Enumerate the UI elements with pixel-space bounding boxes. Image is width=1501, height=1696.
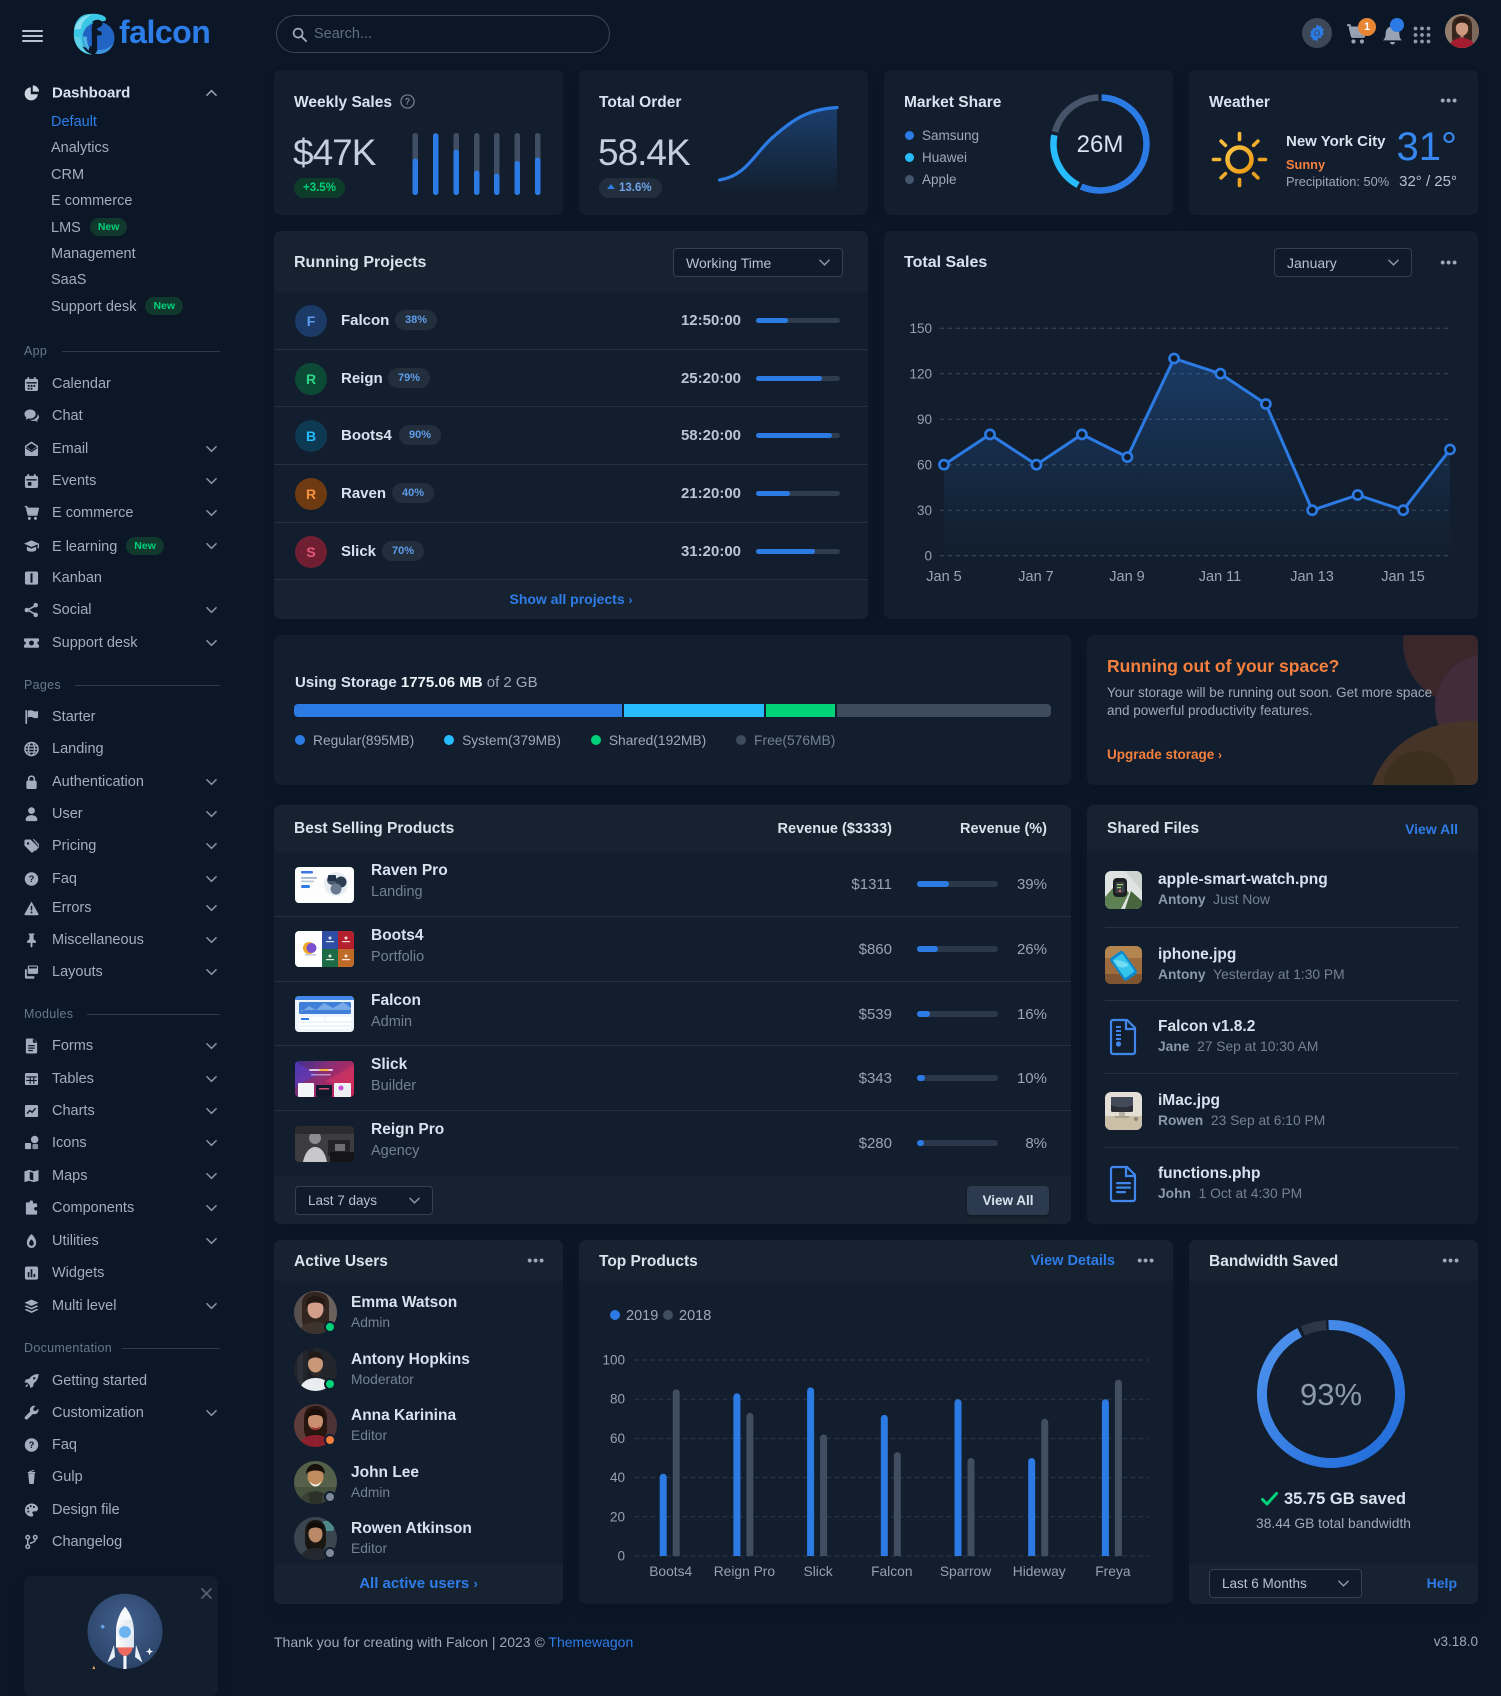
svg-text:Slick: Slick	[804, 1564, 833, 1579]
svg-text:Reign Pro: Reign Pro	[714, 1564, 776, 1579]
svg-text:30: 30	[917, 503, 932, 518]
svg-text:90: 90	[917, 412, 932, 427]
svg-text:Jan 7: Jan 7	[1018, 569, 1053, 585]
svg-text:60: 60	[610, 1431, 625, 1446]
svg-text:80: 80	[610, 1392, 625, 1407]
svg-text:?: ?	[405, 97, 410, 107]
svg-text:100: 100	[602, 1353, 625, 1368]
svg-text:Jan 11: Jan 11	[1199, 569, 1241, 585]
svg-text:0: 0	[924, 549, 932, 564]
svg-text:40: 40	[610, 1470, 625, 1485]
svg-text:20: 20	[610, 1509, 625, 1524]
svg-text:Hideway: Hideway	[1013, 1564, 1066, 1579]
svg-text:2018: 2018	[679, 1308, 711, 1324]
svg-text:Boots4: Boots4	[649, 1564, 692, 1579]
svg-text:150: 150	[909, 321, 932, 336]
svg-text:93%: 93%	[1300, 1377, 1362, 1412]
svg-text:120: 120	[909, 367, 932, 382]
svg-text:Jan 15: Jan 15	[1381, 569, 1425, 585]
svg-text:60: 60	[917, 458, 932, 473]
svg-text:Falcon: Falcon	[871, 1564, 912, 1579]
svg-text:Jan 13: Jan 13	[1290, 569, 1334, 585]
svg-text:?: ?	[29, 1440, 35, 1450]
svg-text:0: 0	[617, 1549, 625, 1564]
svg-text:Sparrow: Sparrow	[940, 1564, 991, 1579]
svg-text:Jan 9: Jan 9	[1109, 569, 1144, 585]
svg-text:?: ?	[29, 874, 35, 884]
svg-text:Freya: Freya	[1095, 1564, 1131, 1579]
svg-text:Jan 5: Jan 5	[926, 569, 961, 585]
svg-text:26M: 26M	[1077, 131, 1124, 158]
svg-text:2019: 2019	[626, 1308, 658, 1324]
